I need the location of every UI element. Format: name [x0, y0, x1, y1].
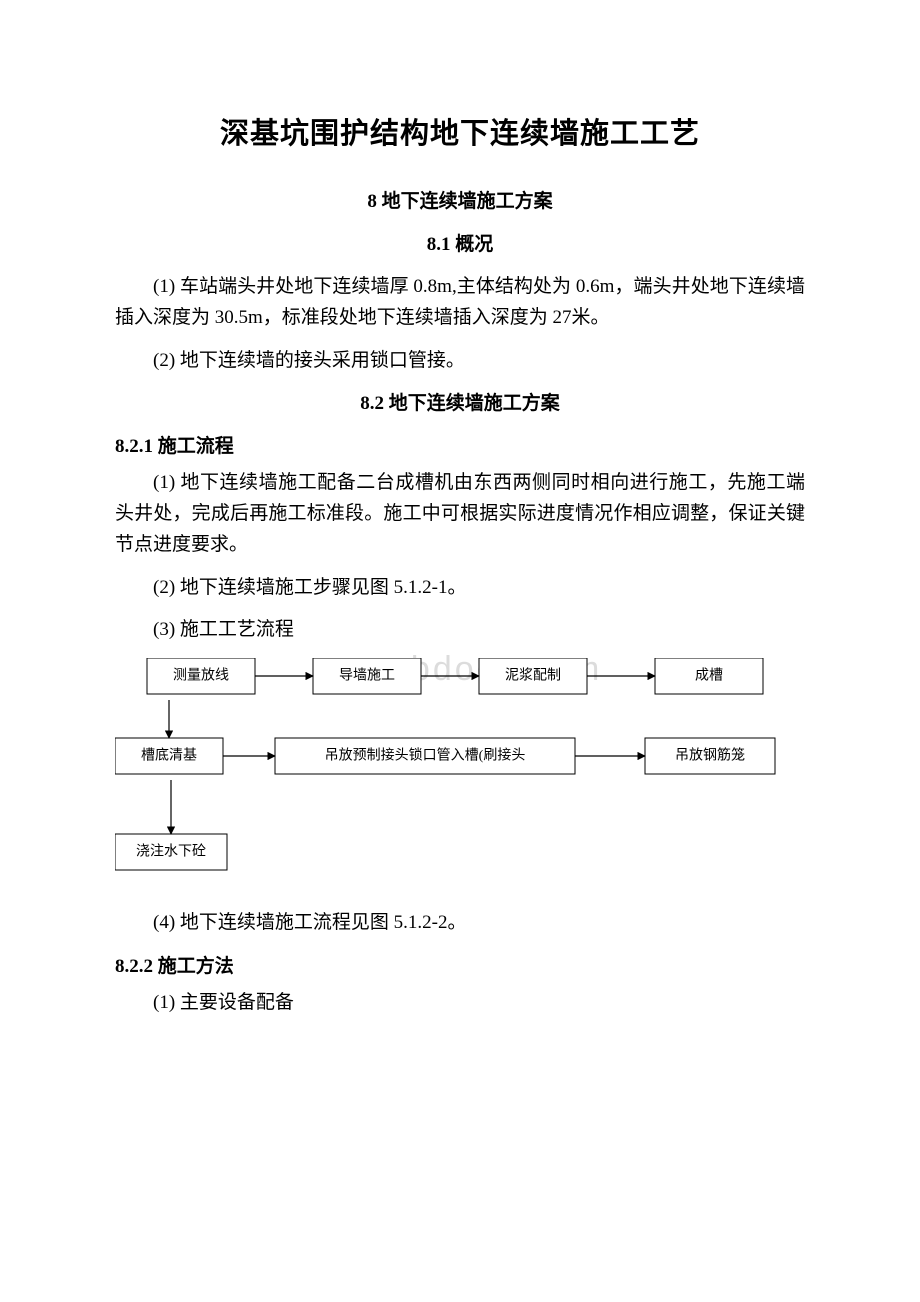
para-8-2-1-3: (3) 施工工艺流程 [115, 615, 805, 646]
heading-8-2: 8.2 地下连续墙施工方案 [115, 388, 805, 415]
svg-text:吊放钢筋笼: 吊放钢筋笼 [675, 747, 745, 764]
svg-text:导墙施工: 导墙施工 [339, 668, 395, 684]
para-8-2-1-2: (2) 地下连续墙施工步骤见图 5.1.2-1。 [115, 573, 805, 604]
svg-text:槽底清基: 槽底清基 [141, 747, 197, 764]
svg-text:浇注水下砼: 浇注水下砼 [136, 844, 206, 860]
para-8-1-2: (2) 地下连续墙的接头采用锁口管接。 [115, 346, 805, 377]
svg-text:吊放预制接头锁口管入槽(刷接头: 吊放预制接头锁口管入槽(刷接头 [325, 747, 526, 764]
flowchart-svg: 测量放线 导墙施工 泥浆配制 成槽槽底清基 吊放预制接头锁口管入槽(刷接头 吊放钢筋笼浇注… [115, 658, 787, 878]
para-8-1-1: (1) 车站端头井处地下连续墙厚 0.8m,主体结构处为 0.6m，端头井处地下… [115, 272, 805, 334]
para-8-2-1-1: (1) 地下连续墙施工配备二台成槽机由东西两侧同时相向进行施工，先施工端头井处，… [115, 468, 805, 560]
process-flowchart: 测量放线 导墙施工 泥浆配制 成槽槽底清基 吊放预制接头锁口管入槽(刷接头 吊放钢筋笼浇注… [115, 658, 805, 878]
svg-text:成槽: 成槽 [695, 668, 723, 684]
heading-8-2-1: 8.2.1 施工流程 [115, 431, 805, 458]
document-content: 深基坑围护结构地下连续墙施工工艺 8 地下连续墙施工方案 8.1 概况 (1) … [115, 110, 805, 1019]
heading-8-2-2: 8.2.2 施工方法 [115, 951, 805, 978]
svg-text:测量放线: 测量放线 [173, 668, 229, 684]
para-8-2-2-1: (1) 主要设备配备 [115, 988, 805, 1019]
document-title: 深基坑围护结构地下连续墙施工工艺 [115, 110, 805, 152]
para-8-2-1-4: (4) 地下连续墙施工流程见图 5.1.2-2。 [115, 908, 805, 939]
heading-8-1: 8.1 概况 [115, 229, 805, 256]
svg-text:泥浆配制: 泥浆配制 [505, 668, 561, 684]
heading-8: 8 地下连续墙施工方案 [115, 186, 805, 213]
